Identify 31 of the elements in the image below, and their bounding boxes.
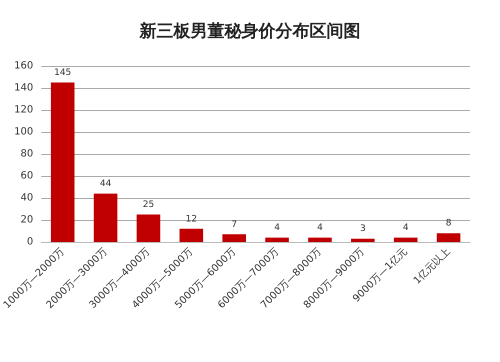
y-tick-label: 100 [14, 126, 34, 138]
bar [394, 238, 418, 242]
y-tick-label: 40 [20, 192, 34, 204]
data-label: 4 [402, 223, 409, 234]
data-label: 44 [100, 179, 112, 190]
y-tick-label: 160 [14, 60, 34, 72]
y-tick-label: 140 [14, 82, 34, 94]
bar [94, 194, 118, 242]
data-label: 4 [317, 223, 324, 234]
bar [308, 238, 332, 242]
data-label: 8 [446, 218, 452, 229]
data-label: 7 [231, 220, 238, 230]
bar [351, 238, 375, 242]
bar [136, 214, 160, 242]
chart-title: 新三板男董秘身价分布区间图 [138, 22, 360, 42]
y-tick-label: 20 [20, 214, 34, 226]
bar [222, 234, 246, 242]
data-label: 4 [274, 223, 280, 234]
y-tick-label: 0 [26, 236, 34, 248]
data-label: 25 [142, 200, 154, 210]
bar [436, 233, 460, 242]
y-tick-label: 80 [20, 148, 34, 160]
bar [50, 82, 74, 242]
data-label: 3 [360, 224, 366, 234]
data-label: 12 [186, 214, 198, 224]
bar [180, 228, 204, 242]
data-label: 145 [54, 68, 72, 78]
y-tick-label: 120 [14, 104, 34, 116]
y-tick-label: 60 [20, 170, 34, 182]
x-tick-label: 1亿元以上 [411, 245, 452, 287]
bar [265, 238, 289, 242]
